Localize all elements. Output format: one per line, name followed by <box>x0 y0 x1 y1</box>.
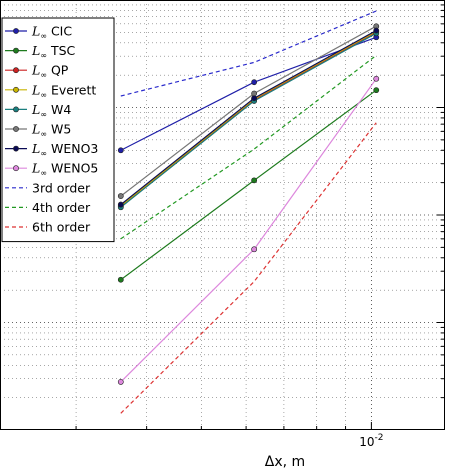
legend: L∞ CIC L∞ TSC L∞ QP L∞ Everett L∞ W4 L∞ W5 L∞ … <box>1 17 115 243</box>
series-everett <box>117 28 380 209</box>
ticks <box>75 4 445 430</box>
legend-label: L∞ TSC <box>31 43 76 60</box>
series-line <box>120 89 377 281</box>
x-tick-label: 10-2 <box>359 433 383 449</box>
data-point <box>117 379 124 385</box>
legend-entry: L∞ Everett <box>5 82 96 99</box>
legend-entry: L∞ WENO5 <box>5 161 98 178</box>
series-weno5 <box>117 75 380 385</box>
series-4th-order <box>120 54 377 240</box>
data-point <box>117 147 124 154</box>
legend-label: 6th order <box>32 220 91 235</box>
legend-label: L∞ CIC <box>31 24 72 41</box>
legend-marker <box>13 126 19 132</box>
series-w5 <box>117 23 380 199</box>
x-tick-labels: 10-2 <box>359 433 383 449</box>
legend-entry: L∞ QP <box>5 63 69 80</box>
data-point <box>373 87 380 94</box>
data-point <box>251 90 258 97</box>
legend-label: L∞ WENO3 <box>31 141 98 158</box>
legend-entry: L∞ WENO3 <box>5 141 98 158</box>
legend-label: L∞ WENO5 <box>31 161 98 178</box>
legend-label: L∞ Everett <box>31 82 96 99</box>
legend-marker <box>13 28 19 34</box>
series-line <box>120 10 377 97</box>
legend-entry: L∞ CIC <box>5 24 72 41</box>
data-point <box>373 27 380 34</box>
series-weno3 <box>117 27 380 208</box>
data-point <box>251 95 258 102</box>
series-w4 <box>117 30 380 211</box>
legend-label: L∞ W4 <box>31 102 71 119</box>
legend-entry: L∞ TSC <box>5 43 76 60</box>
data-point <box>251 79 258 86</box>
legend-label: L∞ W5 <box>31 122 71 139</box>
series-line <box>120 54 377 240</box>
legend-entry: L∞ W5 <box>5 122 71 139</box>
legend-entry: L∞ W4 <box>5 102 71 119</box>
series-line <box>120 29 377 206</box>
series-cic <box>117 34 380 154</box>
data-point <box>373 75 380 82</box>
series-line <box>120 32 377 208</box>
data-point <box>117 276 124 283</box>
data-point <box>251 246 258 253</box>
legend-label: L∞ QP <box>31 63 69 80</box>
legend-marker <box>13 165 19 172</box>
legend-marker <box>13 145 19 152</box>
legend-marker <box>13 47 19 54</box>
legend-marker <box>13 67 19 74</box>
series-line <box>120 31 377 207</box>
data-point <box>117 193 124 199</box>
legend-marker <box>13 86 19 93</box>
legend-box <box>1 17 115 243</box>
legend-marker <box>13 106 19 113</box>
x-axis-label: Δx, m <box>265 454 305 470</box>
series-layer <box>117 10 380 414</box>
series-3rd-order <box>120 10 377 97</box>
legend-entry: 4th order <box>5 200 91 215</box>
legend-entry: 6th order <box>5 220 91 235</box>
series-tsc <box>117 87 380 283</box>
series-qp <box>117 29 380 210</box>
data-point <box>251 177 258 184</box>
legend-entry: 3rd order <box>5 180 91 195</box>
legend-label: 3rd order <box>32 180 91 195</box>
data-point <box>117 201 124 208</box>
legend-label: 4th order <box>32 200 91 215</box>
